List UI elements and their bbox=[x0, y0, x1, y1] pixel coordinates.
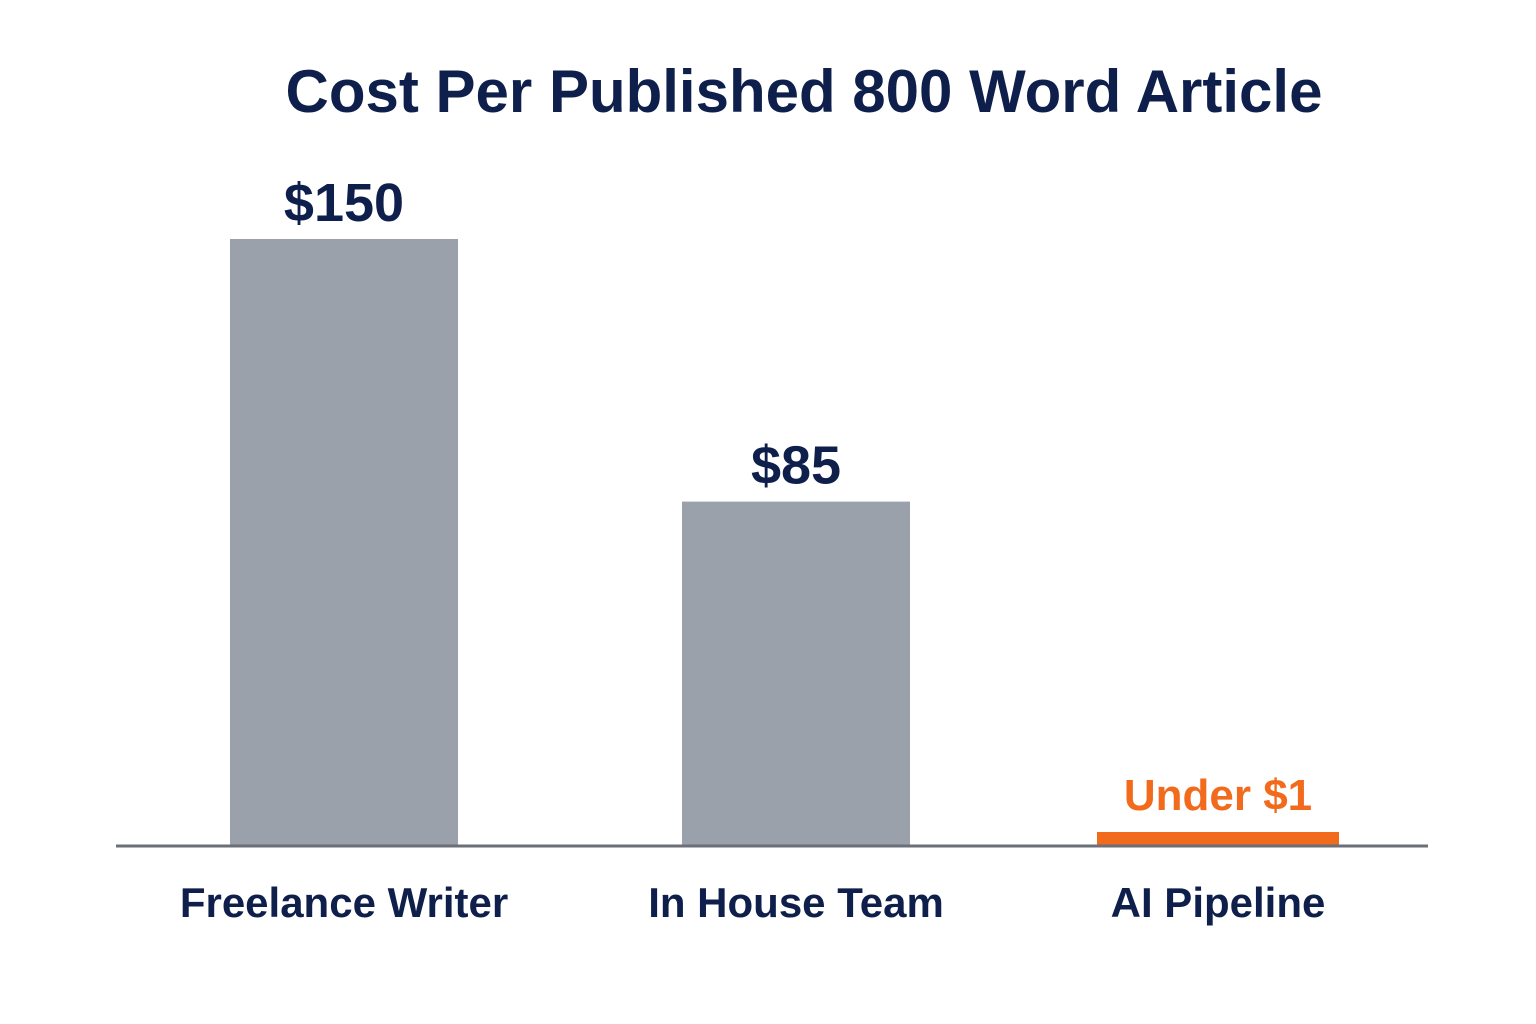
category-label-ai-pipeline: AI Pipeline bbox=[1111, 879, 1326, 926]
bar-in-house-team bbox=[682, 501, 910, 845]
category-labels-group: Freelance Writer In House Team AI Pipeline bbox=[180, 879, 1326, 926]
value-label-freelance-writer: $150 bbox=[284, 173, 404, 233]
bar-ai-pipeline bbox=[1097, 832, 1339, 845]
value-label-in-house-team: $85 bbox=[751, 436, 841, 496]
chart-title: Cost Per Published 800 Word Article bbox=[286, 58, 1323, 125]
bar-freelance-writer bbox=[230, 239, 458, 845]
category-label-in-house-team: In House Team bbox=[648, 879, 944, 926]
value-label-ai-pipeline: Under $1 bbox=[1124, 771, 1312, 820]
value-labels-group: $150 $85 Under $1 bbox=[284, 173, 1312, 820]
bars-group bbox=[230, 239, 1339, 845]
category-label-freelance-writer: Freelance Writer bbox=[180, 879, 508, 926]
